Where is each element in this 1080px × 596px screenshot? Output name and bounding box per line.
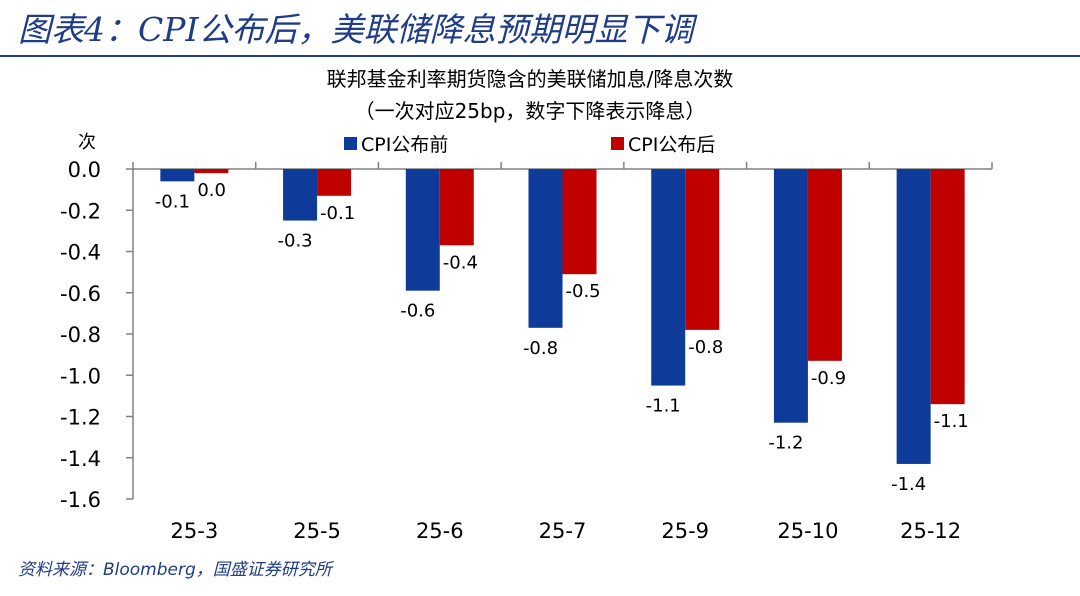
data-label-cpi-after: -0.8	[688, 337, 723, 358]
y-axis-unit-label: 次	[78, 132, 96, 153]
x-tick-label: 25-10	[777, 519, 838, 543]
plot-area: 0.0 -0.2 -0.4 -0.6 -0.8 -1.0 -1.2 -1.4 -1.6 25-3 -…	[60, 158, 993, 543]
bar-cpi-after	[562, 169, 597, 275]
y-tick-label: -0.8	[60, 323, 101, 347]
bar-cpi-after	[439, 169, 474, 246]
bar-cpi-before	[528, 169, 563, 328]
y-tick-label: -1.6	[60, 488, 101, 512]
data-label-cpi-before: -1.1	[646, 396, 681, 417]
x-tick-label: 25-9	[661, 519, 709, 543]
data-label-cpi-after: 0.0	[197, 180, 226, 201]
bar-cpi-after	[685, 169, 720, 330]
bar-cpi-before	[896, 169, 931, 464]
x-tick-label: 25-7	[539, 519, 587, 543]
bar-cpi-before	[405, 169, 440, 291]
data-label-cpi-after: -1.1	[934, 411, 969, 432]
data-label-cpi-before: -0.8	[523, 338, 558, 359]
y-tick-label: -0.4	[60, 241, 101, 265]
source-note: 资料来源：Bloomberg，国盛证券研究所	[18, 560, 332, 580]
data-label-cpi-before: -1.2	[768, 433, 803, 454]
legend-swatch-after	[611, 137, 624, 150]
bar-cpi-after	[930, 169, 965, 405]
legend-label-after: CPI公布后	[628, 134, 715, 156]
data-label-cpi-after: -0.4	[443, 252, 478, 273]
bar-cpi-before	[651, 169, 686, 386]
data-label-cpi-after: -0.1	[320, 203, 355, 224]
legend-swatch-before	[344, 137, 357, 150]
bar-cpi-after	[317, 169, 352, 196]
y-tick-label: -1.0	[60, 364, 101, 388]
y-tick-label: -0.6	[60, 282, 101, 306]
data-label-cpi-after: -0.5	[566, 281, 601, 302]
data-label-cpi-before: -0.3	[278, 231, 313, 252]
bar-cpi-after	[194, 169, 229, 174]
chart-title: 联邦基金利率期货隐含的美联储加息/降息次数	[327, 67, 734, 91]
legend-label-before: CPI公布前	[361, 134, 448, 156]
x-tick-label: 25-12	[900, 519, 961, 543]
x-tick-label: 25-6	[416, 519, 464, 543]
bar-cpi-before	[283, 169, 318, 221]
data-label-cpi-before: -0.6	[400, 301, 435, 322]
x-tick-label: 25-3	[171, 519, 219, 543]
x-tick-label: 25-5	[293, 519, 341, 543]
figure-title: 图表4：CPI公布后，美联储降息预期明显下调	[18, 10, 694, 49]
bar-cpi-after	[807, 169, 842, 361]
chart-subtitle: （一次对应25bp，数字下降表示降息）	[355, 99, 706, 123]
y-tick-label: 0.0	[68, 158, 101, 182]
y-tick-label: -1.2	[60, 406, 101, 430]
legend: CPI公布前 CPI公布后	[344, 134, 715, 156]
y-tick-label: -1.4	[60, 447, 101, 471]
data-label-cpi-after: -0.9	[811, 368, 846, 389]
bar-cpi-before	[773, 169, 808, 423]
data-label-cpi-before: -1.4	[891, 474, 926, 495]
bar-cpi-before	[160, 169, 195, 182]
y-tick-label: -0.2	[60, 199, 101, 223]
title-underline	[0, 55, 1080, 57]
data-label-cpi-before: -0.1	[155, 191, 190, 212]
